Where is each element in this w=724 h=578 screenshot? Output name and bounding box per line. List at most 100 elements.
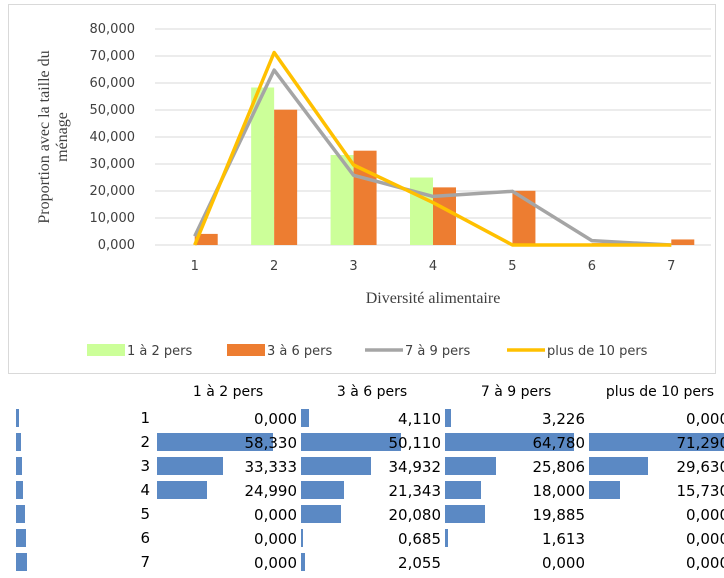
bar [671,239,695,245]
table-row: 5 0,000 20,080 19,885 0,000 [0,502,724,526]
table-cell: 0,000 [588,527,724,549]
bar [194,233,218,245]
bar [274,109,298,245]
cell-value: 34,932 [388,458,442,476]
table-row: 4 24,990 21,343 18,000 15,730 [0,478,724,502]
cell-data-bar [157,457,224,475]
y-axis-title-line: Proportion avec la taille du [36,50,53,223]
cell-value: 25,806 [532,458,586,476]
cell-data-bar [157,433,274,451]
chart: 0,000 10,000 20,000 30,000 40,000 50,000 60,00… [36,22,711,359]
y-tick-label: 70,000 [90,49,136,64]
table-cell: 34,932 [300,455,444,477]
table-row: 3 33,333 34,932 25,806 29,630 [0,454,724,478]
cell-data-bar [589,457,649,475]
x-tick-label: 4 [429,259,437,274]
row-label: 3 [140,457,150,475]
table-cell: 3,226 [444,407,588,429]
bar [512,190,536,245]
table-cell: 25,806 [444,455,588,477]
cell-data-bar [445,409,452,427]
cell-value: 71,290 [676,434,724,452]
legend-label: 1 à 2 pers [127,344,193,359]
bar [330,155,354,245]
cell-value: 0,000 [254,554,297,572]
cell-data-bar [301,409,310,427]
table-cell: 18,000 [444,479,588,501]
cell-value: 0,000 [254,506,297,524]
table-cell: 29,630 [588,455,724,477]
table-header: 7 à 9 pers [480,384,552,400]
cell-value: 15,730 [676,482,724,500]
y-tick-label: 20,000 [90,184,136,199]
legend-label: 7 à 9 pers [405,344,471,359]
cell-data-bar [445,481,481,499]
x-tick-label: 1 [191,259,199,274]
cell-value: 21,343 [388,482,442,500]
chart-frame: 0,000 10,000 20,000 30,000 40,000 50,000 60,00… [8,4,716,374]
cell-value: 50,110 [388,434,442,452]
row-data-bar [16,409,20,427]
y-tick-label: 80,000 [90,22,136,37]
table-cell: 0,685 [300,527,444,549]
bar [433,187,456,245]
cell-value: 0,000 [686,410,724,428]
table-cell: 2,055 [300,551,444,573]
y-tick-label: 50,000 [90,103,136,118]
cell-value: 0,000 [686,530,724,548]
x-tick-label: 2 [270,259,278,274]
row-data-bar [16,457,22,475]
row-data-bar [16,553,28,571]
table-cell: 4,110 [300,407,444,429]
row-label: 7 [140,553,150,571]
table-cell: 20,080 [300,503,444,525]
row-data-bar [16,505,25,523]
cell-value: 0,000 [254,410,297,428]
cell-value: 0,000 [686,506,724,524]
row-label: 2 [140,433,150,451]
cell-data-bar [301,433,401,451]
cell-value: 4,110 [398,410,441,428]
table-cell: 0,000 [444,551,588,573]
row-label: 6 [140,529,150,547]
table-row: 7 0,000 2,055 0,000 0,000 [0,550,724,574]
table-row: 1 0,000 4,110 3,226 0,000 [0,406,724,430]
bar [410,177,433,245]
cell-data-bar [445,433,575,451]
legend-label: 3 à 6 pers [267,344,333,359]
y-tick-label: 0,000 [98,238,135,253]
legend-swatch [87,344,125,356]
x-axis-title: Diversité alimentaire [366,290,501,307]
cell-data-bar [301,481,344,499]
table-cell: 50,110 [300,431,444,453]
series-line [193,50,672,247]
cell-data-bar [301,505,341,523]
table-cell: 0,000 [156,527,300,549]
table-cell: 1,613 [444,527,588,549]
table-cell: 64,780 [444,431,588,453]
y-tick-label: 60,000 [90,76,136,91]
table-cell: 21,343 [300,479,444,501]
table-cell: 0,000 [588,551,724,573]
table-cell: 0,000 [588,407,724,429]
row-label: 4 [140,481,150,499]
x-tick-label: 7 [667,259,675,274]
cell-value: 64,780 [532,434,586,452]
table-cell: 0,000 [588,503,724,525]
cell-value: 0,685 [398,530,441,548]
series-line [193,68,672,247]
table-cell: 15,730 [588,479,724,501]
cell-value: 20,080 [388,506,442,524]
x-tick-label: 5 [508,259,516,274]
table-header: 1 à 2 pers [192,384,264,400]
y-tick-label: 40,000 [90,130,136,145]
row-data-bar [16,433,21,451]
table-cell: 71,290 [588,431,724,453]
cell-value: 33,333 [244,458,298,476]
cell-data-bar [589,433,724,451]
x-tick-label: 3 [349,259,357,274]
cell-data-bar [445,457,497,475]
row-label: 5 [140,505,150,523]
cell-value: 0,000 [542,554,585,572]
legend-label: plus de 10 pers [547,344,648,359]
